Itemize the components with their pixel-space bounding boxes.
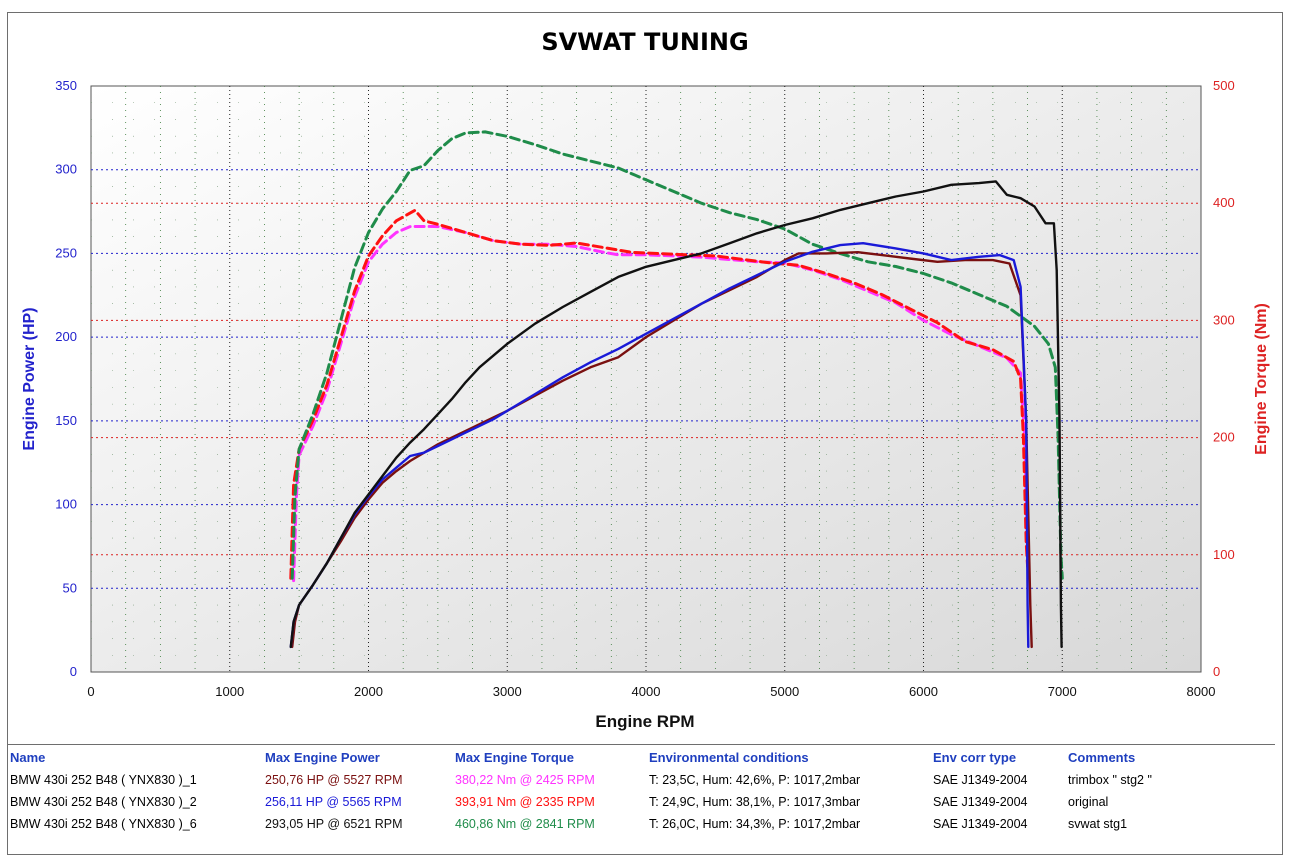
table-row: BMW 430i 252 B48 ( YNX830 )_6 293,05 HP … bbox=[7, 813, 1275, 835]
max-torque: 380,22 Nm @ 2425 RPM bbox=[455, 773, 595, 787]
env-conditions: T: 23,5C, Hum: 42,6%, P: 1017,2mbar bbox=[649, 773, 861, 787]
x-tick-label: 6000 bbox=[909, 684, 938, 699]
header-env-corr-type: Env corr type bbox=[933, 749, 1017, 765]
power-curve-6 bbox=[289, 180, 1063, 649]
x-axis-label: Engine RPM bbox=[595, 712, 694, 731]
max-power: 293,05 HP @ 6521 RPM bbox=[265, 817, 403, 831]
y-left-tick-label: 100 bbox=[55, 497, 77, 512]
header-comments: Comments bbox=[1068, 749, 1136, 765]
x-tick-label: 1000 bbox=[215, 684, 244, 699]
power-curve-1 bbox=[291, 251, 1033, 649]
env-conditions: T: 24,9C, Hum: 38,1%, P: 1017,3mbar bbox=[649, 795, 861, 809]
chart-title: SVWAT TUNING bbox=[541, 28, 748, 56]
results-table-container: Name Max Engine Power Max Engine Torque … bbox=[7, 744, 1283, 855]
run-name: BMW 430i 252 B48 ( YNX830 )_2 bbox=[10, 795, 197, 809]
x-tick-label: 4000 bbox=[632, 684, 661, 699]
y-left-tick-label: 0 bbox=[70, 664, 77, 679]
torque-curve-1 bbox=[292, 224, 1030, 583]
table-header-row: Name Max Engine Power Max Engine Torque … bbox=[7, 744, 1275, 770]
y-right-tick-label: 100 bbox=[1213, 547, 1235, 562]
comment: trimbox " stg2 " bbox=[1068, 773, 1152, 787]
plot-area bbox=[90, 85, 1202, 673]
run-name: BMW 430i 252 B48 ( YNX830 )_6 bbox=[10, 817, 197, 831]
y-left-tick-label: 350 bbox=[55, 78, 77, 93]
y-right-tick-label: 0 bbox=[1213, 664, 1220, 679]
y-axis-left-label: Engine Power (HP) bbox=[21, 307, 38, 450]
y-right-tick-label: 300 bbox=[1213, 312, 1235, 327]
max-torque: 460,86 Nm @ 2841 RPM bbox=[455, 817, 595, 831]
run-name: BMW 430i 252 B48 ( YNX830 )_1 bbox=[10, 773, 197, 787]
x-tick-label: 5000 bbox=[770, 684, 799, 699]
x-tick-label: 8000 bbox=[1187, 684, 1216, 699]
torque-curve-6 bbox=[290, 130, 1064, 580]
max-power: 250,76 HP @ 5527 RPM bbox=[265, 773, 403, 787]
y-right-tick-label: 500 bbox=[1213, 78, 1235, 93]
x-tick-label: 0 bbox=[87, 684, 94, 699]
env-conditions: T: 26,0C, Hum: 34,3%, P: 1017,2mbar bbox=[649, 817, 861, 831]
y-left-tick-label: 50 bbox=[63, 580, 77, 595]
table-row: BMW 430i 252 B48 ( YNX830 )_1 250,76 HP … bbox=[7, 769, 1275, 791]
header-env-conditions: Environmental conditions bbox=[649, 749, 809, 765]
max-power: 256,11 HP @ 5565 RPM bbox=[265, 795, 402, 809]
header-name: Name bbox=[10, 749, 46, 765]
table-row: BMW 430i 252 B48 ( YNX830 )_2 256,11 HP … bbox=[7, 791, 1275, 813]
series-layer bbox=[289, 130, 1064, 649]
y-left-tick-label: 300 bbox=[55, 162, 77, 177]
tick-labels: 0 1000 2000 3000 4000 5000 6000 7000 80000501001… bbox=[55, 78, 1234, 699]
y-left-tick-label: 200 bbox=[55, 329, 77, 344]
results-table: Name Max Engine Power Max Engine Torque … bbox=[7, 744, 1275, 835]
comment: svwat stg1 bbox=[1068, 817, 1128, 831]
x-tick-label: 3000 bbox=[493, 684, 522, 699]
env-corr-type: SAE J1349-2004 bbox=[933, 795, 1028, 809]
max-torque: 393,91 Nm @ 2335 RPM bbox=[455, 795, 595, 809]
y-right-tick-label: 200 bbox=[1213, 430, 1235, 445]
header-max-power: Max Engine Power bbox=[265, 749, 380, 765]
comment: original bbox=[1068, 795, 1109, 809]
env-corr-type: SAE J1349-2004 bbox=[933, 817, 1028, 831]
header-max-torque: Max Engine Torque bbox=[455, 749, 574, 765]
dyno-chart: SVWAT TUNING 0 1000 2000 3000 4000 5000 6000 70… bbox=[21, 28, 1270, 731]
y-right-tick-label: 400 bbox=[1213, 195, 1235, 210]
env-corr-type: SAE J1349-2004 bbox=[933, 773, 1028, 787]
torque-curve-2 bbox=[289, 208, 1030, 580]
grid-lines bbox=[91, 86, 1201, 672]
x-tick-label: 2000 bbox=[354, 684, 383, 699]
y-left-tick-label: 250 bbox=[55, 245, 77, 260]
y-axis-right-label: Engine Torque (Nm) bbox=[1253, 303, 1270, 455]
y-left-tick-label: 150 bbox=[55, 413, 77, 428]
x-tick-label: 7000 bbox=[1048, 684, 1077, 699]
